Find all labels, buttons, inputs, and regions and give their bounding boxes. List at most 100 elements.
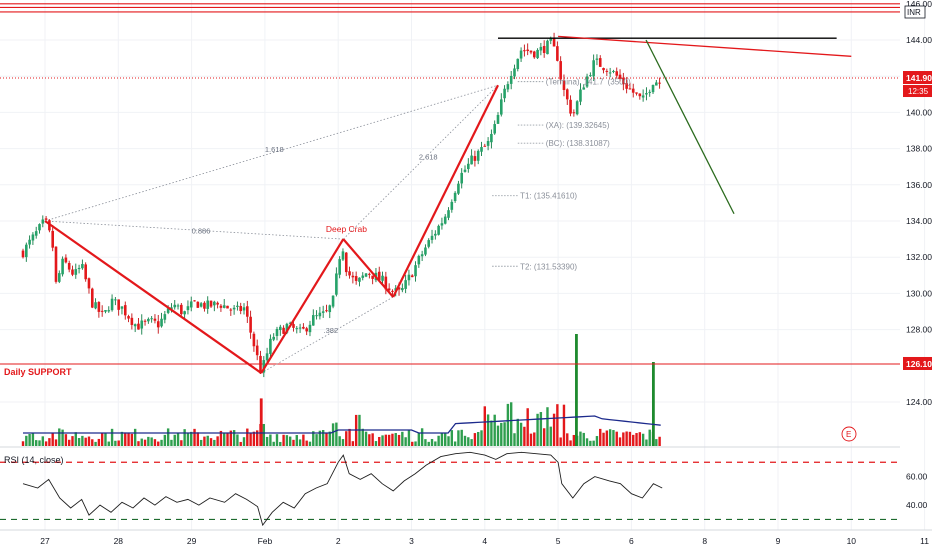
candle-body <box>107 310 111 312</box>
volume-bar <box>54 439 58 446</box>
currency-badge-text: INR <box>907 8 921 17</box>
volume-bar <box>193 428 196 446</box>
volume-bar <box>579 431 582 446</box>
volume-bar <box>318 430 322 446</box>
harmonic-leg <box>342 238 395 298</box>
candle-body <box>371 275 374 279</box>
candle-body <box>74 269 78 275</box>
volume-bar <box>622 432 625 446</box>
candle-body <box>34 231 38 236</box>
volume-bar <box>437 435 440 446</box>
volume-bar <box>176 433 180 446</box>
volume-bar <box>513 433 516 446</box>
time-axis[interactable]: 27 28 29 Feb 2 3 4 5 6 8 9 10 11 <box>0 529 932 546</box>
candle-body <box>272 336 275 340</box>
target-level-label: T2: (131.53390) <box>520 262 577 271</box>
candle-body <box>77 267 81 270</box>
horizontal-levels: Daily SUPPORT <box>0 3 900 377</box>
candle-body <box>638 93 642 97</box>
volume-bar <box>302 434 305 446</box>
candle-body <box>450 201 454 210</box>
candle-body <box>539 46 543 51</box>
candle-body <box>315 315 318 317</box>
volume-bar <box>21 441 25 446</box>
candle-body <box>361 275 365 278</box>
candle-body <box>38 224 41 231</box>
trend-lines <box>497 35 852 215</box>
candle-body <box>54 246 58 282</box>
candle-body <box>503 88 506 99</box>
candle-body <box>397 287 401 290</box>
volume-bar <box>81 435 84 446</box>
candle-body <box>612 70 615 72</box>
price-tick-label: 132.00 <box>906 252 932 262</box>
volume-bar <box>41 436 45 446</box>
volume-bar <box>282 434 285 446</box>
candle-body <box>354 276 358 281</box>
misc-markers: E <box>841 426 857 442</box>
candle-body <box>490 133 493 143</box>
volume-bar <box>572 434 576 446</box>
fib-dotted-lines <box>44 84 499 374</box>
volume-bar <box>434 441 437 446</box>
volume-bar <box>48 438 51 446</box>
candle-body <box>97 301 101 312</box>
price-tick-label: 130.00 <box>906 288 932 298</box>
candle-body <box>645 93 648 95</box>
volume-bar <box>470 439 473 446</box>
volume-bar <box>130 433 134 446</box>
candle-body <box>625 83 628 89</box>
candle-body <box>470 155 473 165</box>
volume-bar <box>453 441 457 446</box>
candle-body <box>635 92 638 94</box>
volume-bar <box>341 439 345 446</box>
volume-bar <box>460 429 463 446</box>
candle-body <box>519 50 523 59</box>
volume-bar <box>490 420 493 446</box>
candle-body <box>427 240 431 247</box>
candle-body <box>658 82 661 84</box>
candle-body <box>565 89 569 100</box>
candle-body <box>180 304 183 315</box>
volume-bar <box>133 428 137 446</box>
candle-body <box>209 300 213 307</box>
candle-body <box>143 320 147 322</box>
candle-body <box>404 280 407 289</box>
volume-bar <box>87 436 91 446</box>
candle-body <box>401 288 404 291</box>
volume-bar <box>157 441 160 446</box>
candle-body <box>21 250 25 258</box>
volume-bar <box>348 428 351 446</box>
candle-body <box>186 306 190 311</box>
volume-bar <box>635 433 638 446</box>
volume-bar <box>295 435 298 446</box>
candle-body <box>387 288 391 291</box>
candle-body <box>532 51 536 58</box>
candle-body <box>622 77 625 85</box>
time-tick-label: 27 <box>40 536 50 546</box>
volume-bar <box>605 430 609 446</box>
event-marker-label: E <box>846 430 851 439</box>
candle-body <box>516 58 520 70</box>
price-axis[interactable]: 144.00142.00140.00138.00136.00134.00132.… <box>903 0 932 407</box>
volume-bar <box>25 435 28 446</box>
price-tick-label: 136.00 <box>906 180 932 190</box>
volume-bar <box>166 428 170 446</box>
volume-bar <box>272 441 275 446</box>
volume-bar <box>190 431 193 446</box>
volume-bar <box>595 436 599 446</box>
candle-body <box>137 323 140 330</box>
volume-bar <box>298 439 302 446</box>
volume-bar <box>529 433 533 446</box>
volume-bar <box>427 441 430 446</box>
candle-body <box>602 67 605 71</box>
candle-body <box>242 307 246 311</box>
volume-bar <box>331 423 335 446</box>
last-price-text: 141.90 <box>906 73 932 83</box>
volume-bar <box>325 432 328 446</box>
volume-bar <box>552 413 556 446</box>
candle-body <box>496 114 500 124</box>
last-price-tag <box>903 71 932 85</box>
volume-bar <box>285 435 289 446</box>
